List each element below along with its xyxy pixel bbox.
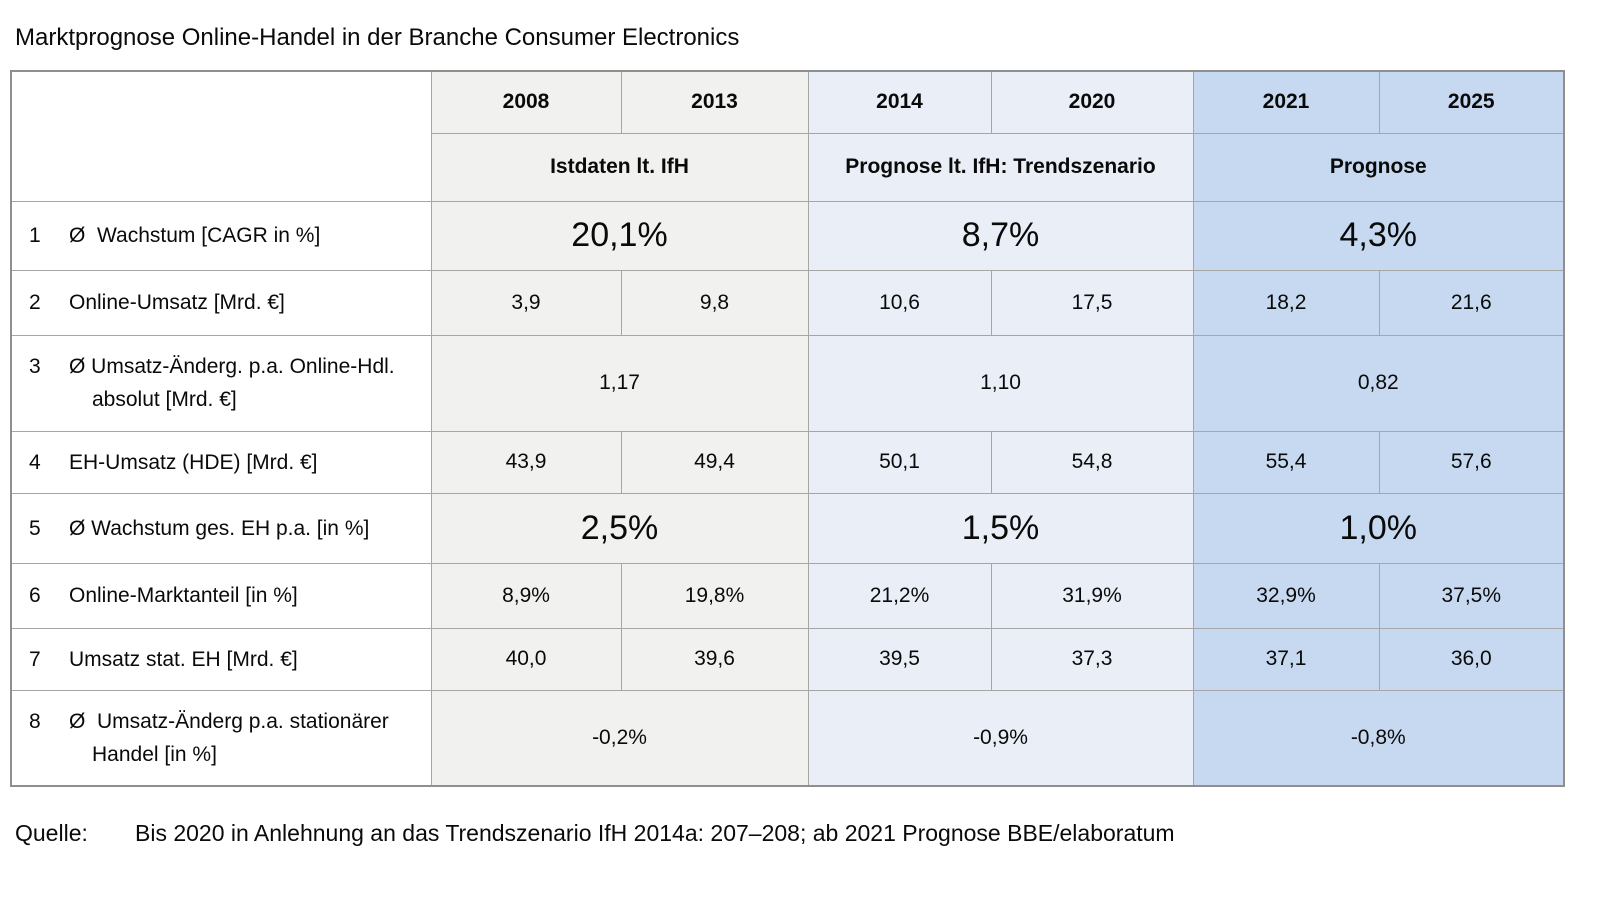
row2-label-cell: 2 Online-Umsatz [Mrd. €]: [10, 269, 432, 336]
row1-value-prognose: 4,3%: [1192, 200, 1565, 271]
row3-label-cell: 3 Ø Umsatz-Änderg. p.a. Online-Hdl. absol…: [10, 334, 432, 432]
row7-value-2025: 36,0: [1378, 627, 1565, 691]
year-header-2008: 2008: [430, 70, 622, 134]
row2-value-2025: 21,6: [1378, 269, 1565, 336]
row8-value-istdaten: -0,2%: [430, 689, 809, 787]
group-header-trendszenario: Prognose lt. IfH: Trendszenario: [807, 132, 1194, 202]
source-label: Quelle:: [15, 820, 88, 846]
source-text: Bis 2020 in Anlehnung an das Trendszenar…: [135, 820, 1175, 846]
row3-value-trendszenario: 1,10: [807, 334, 1194, 432]
row6-value-2025: 37,5%: [1378, 562, 1565, 629]
row5-value-prognose: 1,0%: [1192, 492, 1565, 564]
table-row-4-eh-umsatz: 4 EH-Umsatz (HDE) [Mrd. €] 43,9 49,4 50,…: [10, 430, 1565, 494]
table-row-3-umsatz-aenderung-online: 3 Ø Umsatz-Änderg. p.a. Online-Hdl. absol…: [10, 334, 1565, 432]
row3-number: 3: [29, 355, 41, 378]
row5-label-cell: 5 Ø Wachstum ges. EH p.a. [in %]: [10, 492, 432, 564]
row8-label-line2: Handel [in %]: [92, 742, 217, 766]
table-row-8-umsatz-aenderung-stationaer: 8 Ø Umsatz-Änderg p.a. stationärer Handel…: [10, 689, 1565, 787]
table-row-2-online-umsatz: 2 Online-Umsatz [Mrd. €] 3,9 9,8 10,6 17…: [10, 269, 1565, 336]
row8-label-cell: 8 Ø Umsatz-Änderg p.a. stationärer Handel…: [10, 689, 432, 787]
group-header-istdaten: Istdaten lt. IfH: [430, 132, 809, 202]
row8-label: Ø Umsatz-Änderg p.a. stationärer: [69, 709, 389, 733]
table-row-6-online-marktanteil: 6 Online-Marktanteil [in %] 8,9% 19,8% 2…: [10, 562, 1565, 629]
row8-number: 8: [29, 709, 41, 733]
row3-label: Ø Umsatz-Änderg. p.a. Online-Hdl.: [69, 355, 395, 378]
group-header-row: Istdaten lt. IfH Prognose lt. IfH: Trend…: [11, 132, 1565, 202]
row1-value-trendszenario: 8,7%: [807, 200, 1194, 271]
year-header-2021: 2021: [1192, 70, 1380, 134]
row2-value-2020: 17,5: [990, 269, 1194, 336]
year-header-2025: 2025: [1378, 70, 1565, 134]
row4-label: EH-Umsatz (HDE) [Mrd. €]: [69, 450, 318, 474]
row6-value-2020: 31,9%: [990, 562, 1194, 629]
row1-label: Ø Wachstum [CAGR in %]: [69, 224, 321, 247]
row8-value-prognose: -0,8%: [1192, 689, 1565, 787]
table-row-7-umsatz-stat-eh: 7 Umsatz stat. EH [Mrd. €] 40,0 39,6 39,…: [10, 627, 1565, 691]
row6-value-2008: 8,9%: [430, 562, 622, 629]
row7-label-cell: 7 Umsatz stat. EH [Mrd. €]: [10, 627, 432, 691]
row4-value-2014: 50,1: [807, 430, 992, 494]
market-forecast-table: 2008 2013 2014 2020 2021 2025 Istdaten l…: [10, 70, 1565, 787]
row4-value-2008: 43,9: [430, 430, 622, 494]
row6-label: Online-Marktanteil [in %]: [69, 584, 298, 607]
row7-label: Umsatz stat. EH [Mrd. €]: [69, 647, 298, 671]
row3-value-istdaten: 1,17: [430, 334, 809, 432]
table-row-5-wachstum-ges-eh: 5 Ø Wachstum ges. EH p.a. [in %] 2,5% 1,…: [10, 492, 1565, 564]
row2-value-2008: 3,9: [430, 269, 622, 336]
row6-value-2013: 19,8%: [620, 562, 809, 629]
row8-value-trendszenario: -0,9%: [807, 689, 1194, 787]
row2-value-2021: 18,2: [1192, 269, 1380, 336]
row2-value-2013: 9,8: [620, 269, 809, 336]
row7-value-2021: 37,1: [1192, 627, 1380, 691]
row4-value-2025: 57,6: [1378, 430, 1565, 494]
row1-value-istdaten: 20,1%: [430, 200, 809, 271]
group-header-prognose: Prognose: [1192, 132, 1565, 202]
row7-value-2008: 40,0: [430, 627, 622, 691]
row4-number: 4: [29, 450, 41, 474]
row5-value-istdaten: 2,5%: [430, 492, 809, 564]
table-row-1-wachstum-cagr: 1 Ø Wachstum [CAGR in %] 20,1% 8,7% 4,3%: [10, 200, 1565, 271]
row6-label-cell: 6 Online-Marktanteil [in %]: [10, 562, 432, 629]
year-header-2020: 2020: [990, 70, 1194, 134]
row6-number: 6: [29, 584, 41, 607]
year-header-2014: 2014: [807, 70, 992, 134]
row2-label: Online-Umsatz [Mrd. €]: [69, 291, 285, 314]
row5-value-trendszenario: 1,5%: [807, 492, 1194, 564]
row5-label: Ø Wachstum ges. EH p.a. [in %]: [69, 516, 370, 540]
row1-number: 1: [29, 224, 41, 247]
year-header-2013: 2013: [620, 70, 809, 134]
corner-cell: [10, 70, 432, 202]
row7-number: 7: [29, 647, 41, 671]
row3-label-line2: absolut [Mrd. €]: [92, 388, 237, 411]
row2-number: 2: [29, 291, 41, 314]
row4-value-2020: 54,8: [990, 430, 1194, 494]
row7-value-2013: 39,6: [620, 627, 809, 691]
row5-number: 5: [29, 516, 41, 540]
page-title: Marktprognose Online-Handel in der Branc…: [15, 24, 740, 51]
year-header-row: 2008 2013 2014 2020 2021 2025: [10, 70, 1565, 202]
source-note: Quelle: Bis 2020 in Anlehnung an das Tren…: [15, 820, 1175, 847]
row4-label-cell: 4 EH-Umsatz (HDE) [Mrd. €]: [10, 430, 432, 494]
row4-value-2013: 49,4: [620, 430, 809, 494]
row2-value-2014: 10,6: [807, 269, 992, 336]
row4-value-2021: 55,4: [1192, 430, 1380, 494]
row1-label-cell: 1 Ø Wachstum [CAGR in %]: [10, 200, 432, 271]
row7-value-2020: 37,3: [990, 627, 1194, 691]
row6-value-2021: 32,9%: [1192, 562, 1380, 629]
row3-value-prognose: 0,82: [1192, 334, 1565, 432]
row7-value-2014: 39,5: [807, 627, 992, 691]
row6-value-2014: 21,2%: [807, 562, 992, 629]
